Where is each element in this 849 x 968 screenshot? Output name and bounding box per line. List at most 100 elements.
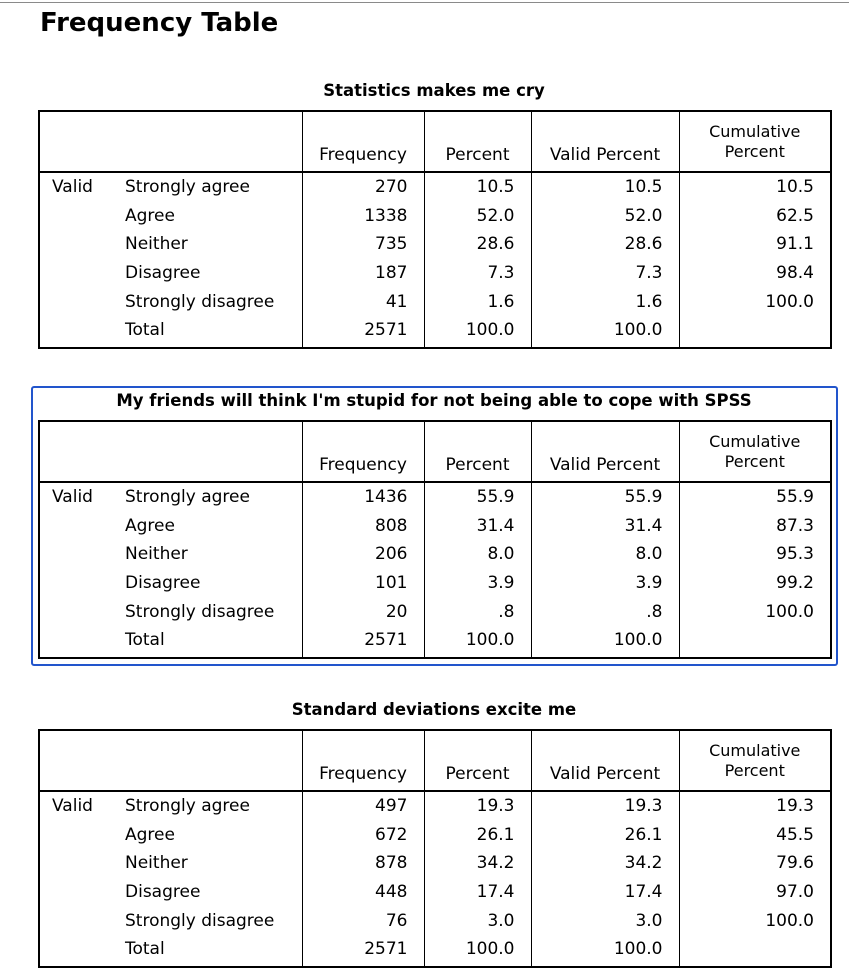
cell-percent: 52.0 [424,201,532,231]
row-group-label: Valid [52,487,93,508]
row-label: Strongly agree [114,172,303,202]
cell-percent: 34.2 [424,849,532,878]
row-group-cell [39,202,114,231]
frequency-table[interactable]: Frequency Percent Valid Percent Cumulati… [38,729,832,968]
header-cumulative-line1: Cumulative [709,122,801,141]
row-group-cell [39,849,114,878]
cell-frequency: 187 [302,258,425,288]
frequency-table-block-selected[interactable]: My friends will think I'm stupid for not… [31,386,838,666]
cell-frequency: 1338 [302,201,425,231]
row-label: Disagree [114,258,303,288]
header-stub [114,421,303,483]
cell-cumulative-percent [679,626,831,658]
cell-percent: 1.6 [424,287,532,316]
header-cumulative-percent: Cumulative Percent [679,111,832,173]
cell-percent: 7.3 [424,258,532,288]
cell-percent: 10.5 [424,172,532,202]
frequency-table[interactable]: Frequency Percent Valid Percent Cumulati… [38,420,832,659]
header-cumulative-line2: Percent [724,452,785,471]
table-row: Neither 878 34.2 34.2 79.6 [39,849,831,878]
cell-frequency: 20 [302,597,425,626]
cell-frequency: 878 [302,849,425,878]
table-row: Valid Strongly agree 270 10.5 10.5 10.5 [39,172,831,202]
row-label: Total [114,934,303,967]
frequency-table-block[interactable]: Statistics makes me cry Frequency Percen… [38,80,832,349]
cell-percent: 3.9 [424,568,532,598]
table-title: Statistics makes me cry [323,81,545,100]
cell-percent: 26.1 [424,820,532,850]
table-title: Standard deviations excite me [291,700,577,719]
header-cumulative-line2: Percent [724,761,785,780]
header-percent: Percent [424,730,532,792]
row-group-cell [39,540,114,569]
cell-valid-percent: 1.6 [531,287,680,316]
cell-cumulative-percent: 98.4 [776,263,814,284]
cell-frequency: 101 [302,568,425,598]
cell-frequency: 206 [302,540,425,569]
header-cumulative-line2: Percent [724,142,785,161]
row-group-cell [39,906,114,935]
cell-valid-percent: 3.9 [531,568,680,598]
header-cumulative-percent: Cumulative Percent [679,421,832,483]
row-label: Neither [114,230,303,259]
cell-valid-percent: 7.3 [531,258,680,288]
header-cumulative-line1: Cumulative [709,432,801,451]
header-stub [39,111,114,173]
row-label: Agree [114,201,303,231]
cell-cumulative-percent: 19.3 [776,796,814,817]
table-row: Total 2571 100.0 100.0 [39,625,831,658]
frequency-table[interactable]: Frequency Percent Valid Percent Cumulati… [38,110,832,349]
cell-percent: .8 [424,597,532,626]
table-row: Agree 1338 52.0 52.0 62.5 [39,201,831,231]
cell-valid-percent: 100.0 [531,315,680,348]
row-label: Strongly agree [114,791,303,821]
row-label: Total [114,625,303,658]
header-cumulative-line1: Cumulative [709,741,801,760]
row-group-cell [39,878,114,907]
cell-valid-percent: 10.5 [531,172,680,202]
table-row: Valid Strongly agree 1436 55.9 55.9 55.9 [39,482,831,512]
table-row: Disagree 101 3.9 3.9 99.2 [39,568,831,598]
row-group-cell [39,230,114,259]
cell-frequency: 672 [302,820,425,850]
cell-percent: 55.9 [424,482,532,512]
frequency-table-block[interactable]: Standard deviations excite me Frequency … [38,699,832,968]
row-label: Disagree [114,877,303,907]
row-group-label: Valid [52,177,93,198]
top-divider [0,2,849,3]
cell-valid-percent: 34.2 [531,849,680,878]
header-stub [114,730,303,792]
cell-cumulative-percent: 100.0 [765,910,814,931]
cell-cumulative-percent: 95.3 [776,544,814,565]
row-group-cell [39,316,114,348]
row-label: Agree [114,820,303,850]
cell-valid-percent: 52.0 [531,201,680,231]
cell-frequency: 2571 [302,625,425,658]
cell-frequency: 808 [302,511,425,541]
header-stub [114,111,303,173]
cell-percent: 100.0 [424,315,532,348]
row-group-cell [39,821,114,850]
cell-valid-percent: 31.4 [531,511,680,541]
table-header-row: Frequency Percent Valid Percent Cumulati… [39,111,832,173]
cell-frequency: 41 [302,287,425,316]
row-group-cell [39,287,114,316]
cell-percent: 100.0 [424,934,532,967]
row-label: Neither [114,849,303,878]
cell-valid-percent: 8.0 [531,540,680,569]
row-group-cell [39,626,114,658]
table-row: Total 2571 100.0 100.0 [39,934,831,967]
row-label: Strongly agree [114,482,303,512]
header-stub [39,730,114,792]
table-header-row: Frequency Percent Valid Percent Cumulati… [39,421,832,483]
row-group-cell [39,935,114,967]
cell-valid-percent: 26.1 [531,820,680,850]
cell-percent: 8.0 [424,540,532,569]
table-row: Neither 735 28.6 28.6 91.1 [39,230,831,259]
cell-frequency: 1436 [302,482,425,512]
cell-valid-percent: 28.6 [531,230,680,259]
cell-frequency: 76 [302,906,425,935]
cell-percent: 31.4 [424,511,532,541]
header-percent: Percent [424,111,532,173]
table-row: Neither 206 8.0 8.0 95.3 [39,540,831,569]
